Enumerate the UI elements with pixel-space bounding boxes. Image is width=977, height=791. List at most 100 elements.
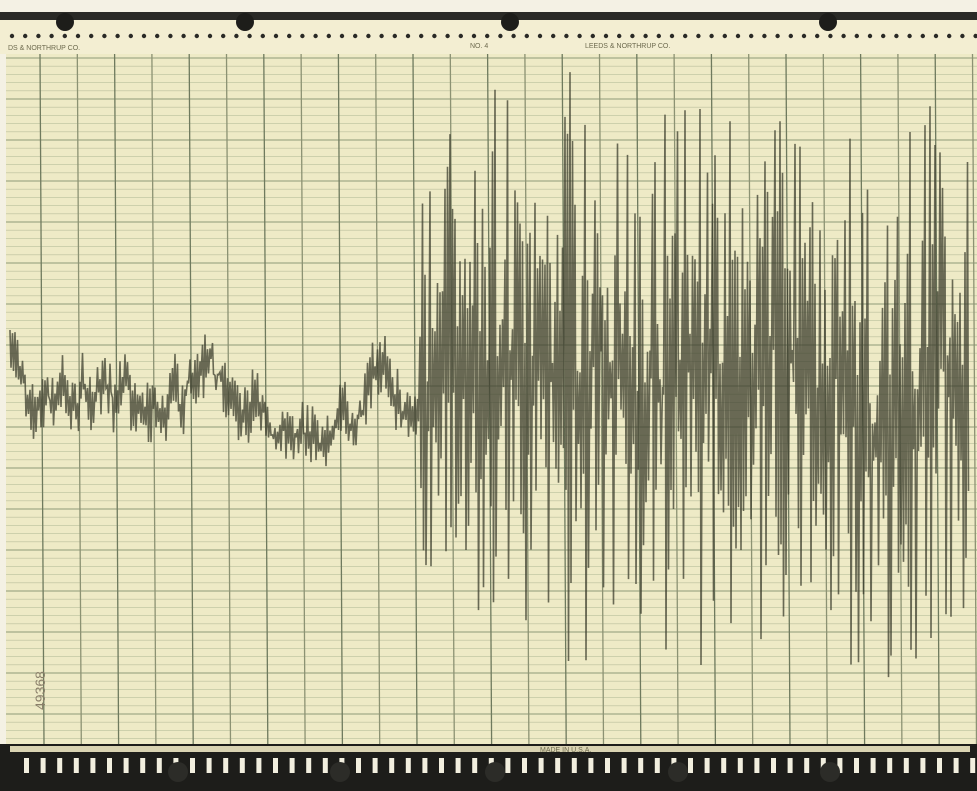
top-hole (274, 34, 278, 38)
bottom-hole (24, 758, 29, 773)
bottom-hole (954, 758, 959, 773)
bottom-hole (539, 758, 544, 773)
bottom-hole (290, 758, 295, 773)
top-hole (115, 34, 119, 38)
top-hole (881, 34, 885, 38)
top-pin (819, 13, 837, 31)
bottom-hole (107, 758, 112, 773)
serial-number: 49368 (32, 671, 48, 710)
bottom-hole (638, 758, 643, 773)
top-hole (498, 34, 502, 38)
top-hole (868, 34, 872, 38)
top-hole (10, 34, 14, 38)
top-hole (406, 34, 410, 38)
bottom-hole (505, 758, 510, 773)
top-hole (221, 34, 225, 38)
top-pin (236, 13, 254, 31)
top-hole (670, 34, 674, 38)
top-hole (894, 34, 898, 38)
bottom-hole (223, 758, 228, 773)
top-hole (181, 34, 185, 38)
bottom-pin (330, 762, 350, 782)
bottom-hole (273, 758, 278, 773)
top-hole (538, 34, 542, 38)
top-hole (683, 34, 687, 38)
top-hole (379, 34, 383, 38)
top-hole (604, 34, 608, 38)
top-hole (775, 34, 779, 38)
top-hole (947, 34, 951, 38)
bottom-hole (472, 758, 477, 773)
bottom-hole (190, 758, 195, 773)
made-in: MADE IN U.S.A. (540, 747, 591, 754)
bottom-hole (256, 758, 261, 773)
top-hole (287, 34, 291, 38)
bottom-pin (168, 762, 188, 782)
top-hole (155, 34, 159, 38)
bottom-hole (771, 758, 776, 773)
top-hole (485, 34, 489, 38)
bottom-hole (721, 758, 726, 773)
top-hole (855, 34, 859, 38)
top-hole (709, 34, 713, 38)
top-hole (564, 34, 568, 38)
bottom-pin (820, 762, 840, 782)
top-hole (340, 34, 344, 38)
bottom-hole (306, 758, 311, 773)
bottom-hole (605, 758, 610, 773)
top-hole (445, 34, 449, 38)
top-hole (591, 34, 595, 38)
top-hole (327, 34, 331, 38)
bottom-hole (124, 758, 129, 773)
top-hole (63, 34, 67, 38)
top-hole (696, 34, 700, 38)
bottom-hole (140, 758, 145, 773)
bottom-hole (456, 758, 461, 773)
top-hole (815, 34, 819, 38)
bottom-hole (240, 758, 245, 773)
top-hole (129, 34, 133, 38)
bottom-hole (57, 758, 62, 773)
top-hole (36, 34, 40, 38)
bottom-hole (439, 758, 444, 773)
top-hole (525, 34, 529, 38)
bottom-hole (920, 758, 925, 773)
bottom-hole (871, 758, 876, 773)
bottom-hole (157, 758, 162, 773)
bottom-hole (622, 758, 627, 773)
bottom-pin (485, 762, 505, 782)
bottom-hole (41, 758, 46, 773)
bottom-hole (522, 758, 527, 773)
top-hole (102, 34, 106, 38)
top-hole (366, 34, 370, 38)
top-hole (89, 34, 93, 38)
top-hole (802, 34, 806, 38)
bottom-margin (10, 746, 970, 752)
bottom-hole (688, 758, 693, 773)
top-hole (934, 34, 938, 38)
top-hole (49, 34, 53, 38)
top-hole (643, 34, 647, 38)
top-hole (353, 34, 357, 38)
bottom-hole (754, 758, 759, 773)
strip-chart-photo: DS & NORTHRUP CO. NO. 4 LEEDS & NORTHRUP… (0, 0, 977, 791)
top-hole (577, 34, 581, 38)
chart-number: NO. 4 (470, 43, 488, 50)
brand-left: DS & NORTHRUP CO. (8, 45, 80, 52)
top-hole (393, 34, 397, 38)
top-hole (208, 34, 212, 38)
top-hole (551, 34, 555, 38)
top-hole (472, 34, 476, 38)
bottom-hole (74, 758, 79, 773)
top-hole (617, 34, 621, 38)
top-hole (142, 34, 146, 38)
bottom-pin (668, 762, 688, 782)
top-pin (56, 13, 74, 31)
bottom-hole (90, 758, 95, 773)
top-hole (234, 34, 238, 38)
top-hole (907, 34, 911, 38)
top-hole (762, 34, 766, 38)
top-hole (432, 34, 436, 38)
top-hole (195, 34, 199, 38)
brand-center: LEEDS & NORTHRUP CO. (585, 43, 670, 50)
